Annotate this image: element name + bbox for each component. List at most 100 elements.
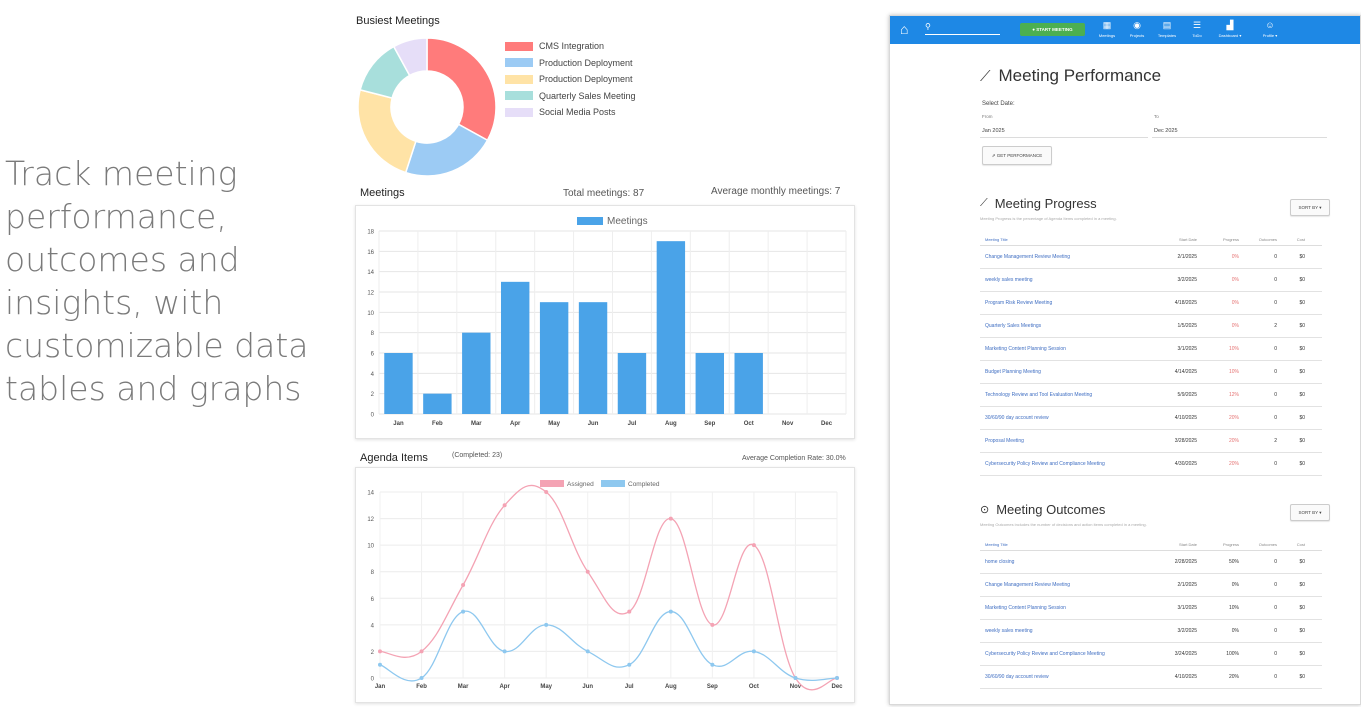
meeting-title-link[interactable]: 30/60/90 day account review (985, 674, 1049, 680)
data-point (419, 649, 424, 654)
legend-item[interactable]: Social Media Posts (505, 104, 636, 121)
meeting-title-link[interactable]: Technology Review and Tool Evaluation Me… (985, 392, 1093, 398)
table-row[interactable]: weekly sales meeting 3/2/2025 0% 0 $0 (980, 269, 1322, 292)
table-cell: 3/1/2025 (1177, 346, 1197, 352)
table-cell: 20% (1228, 674, 1239, 680)
column-header[interactable]: Meeting Title (985, 541, 1008, 547)
globe-icon: ◉ (1133, 20, 1141, 30)
x-tick-label: Jan (375, 684, 386, 690)
column-header[interactable]: Cost (1296, 541, 1305, 547)
get-performance-label: GET PERFORMANCE (996, 153, 1043, 158)
home-icon[interactable]: ⌂ (900, 21, 909, 37)
meeting-title-link[interactable]: Quarterly Sales Meetings (985, 323, 1042, 329)
column-header[interactable]: Start Date (1178, 236, 1197, 242)
meeting-outcomes-title: Meeting Outcomes (996, 502, 1106, 517)
meeting-title-link[interactable]: Change Management Review Meeting (985, 254, 1071, 260)
table-cell: 0% (1231, 277, 1239, 283)
table-cell: 3/2/2025 (1177, 628, 1197, 634)
meeting-title-link[interactable]: weekly sales meeting (985, 628, 1033, 634)
table-row[interactable]: Cybersecurity Policy Review and Complian… (980, 453, 1322, 476)
y-tick-label: 18 (367, 230, 374, 236)
meeting-title-link[interactable]: Marketing Content Planning Session (985, 346, 1066, 352)
table-cell: 0% (1231, 300, 1239, 306)
table-row[interactable]: Budget Planning Meeting 4/14/2025 10% 0 $0 (980, 361, 1322, 384)
column-header[interactable]: Progress (1222, 541, 1239, 547)
bar (539, 302, 569, 414)
legend-swatch (505, 41, 533, 51)
nav-label: Dashboard ▾ (1218, 33, 1242, 38)
table-cell: 0% (1231, 582, 1239, 588)
legend-item[interactable]: Quarterly Sales Meeting (505, 88, 636, 105)
table-cell: $0 (1299, 582, 1305, 588)
data-point (461, 609, 466, 614)
start-meeting-button[interactable]: ● START MEETING (1020, 23, 1085, 36)
page-title: ⟋ Meeting Performance (980, 66, 1161, 86)
search-input[interactable]: ⚲ (925, 22, 1000, 35)
table-row[interactable]: 30/60/90 day account review 4/10/2025 20% 0… (980, 666, 1322, 689)
meeting-title-link[interactable]: home closing (985, 559, 1015, 565)
data-point (835, 676, 839, 680)
table-cell: 10% (1228, 346, 1239, 352)
nav-profile[interactable]: ☺ Profile ▾ (1256, 20, 1284, 38)
column-header[interactable]: Outcomes (1258, 236, 1277, 242)
legend-swatch (505, 58, 533, 68)
data-point (544, 622, 549, 627)
meeting-title-link[interactable]: 30/60/90 day account review (985, 415, 1049, 421)
legend-label: Quarterly Sales Meeting (539, 90, 636, 101)
to-date-field[interactable]: Dec 2025 (1154, 128, 1178, 134)
get-performance-button[interactable]: ⇗ GET PERFORMANCE (982, 146, 1052, 165)
x-tick-label: Feb (432, 421, 443, 427)
table-row[interactable]: Program Risk Review Meeting 4/18/2025 0% 0 $… (980, 292, 1322, 315)
search-icon: ⚲ (925, 22, 931, 31)
outcomes-sort-button[interactable]: SORT BY ▾ (1290, 504, 1330, 521)
column-header[interactable]: Meeting Title (985, 236, 1008, 242)
meeting-title-link[interactable]: Change Management Review Meeting (985, 582, 1071, 588)
tagline-line: outcomes and (5, 240, 240, 279)
column-header[interactable]: Outcomes (1258, 541, 1277, 547)
table-cell: 50% (1228, 559, 1239, 565)
table-row[interactable]: home closing 2/28/2025 50% 0 $0 (980, 551, 1322, 574)
from-underline (980, 137, 1148, 138)
nav-meetings[interactable]: ▦ Meetings (1093, 20, 1121, 38)
x-tick-label: Aug (665, 421, 677, 427)
meeting-outcomes-table: Meeting Title Start Date Progress Outcomes C… (980, 538, 1322, 689)
table-row[interactable]: Change Management Review Meeting 2/1/2025… (980, 574, 1322, 597)
table-row[interactable]: Marketing Content Planning Session 3/1/20… (980, 338, 1322, 361)
table-cell: $0 (1299, 605, 1305, 611)
meeting-title-link[interactable]: Marketing Content Planning Session (985, 605, 1066, 611)
meeting-title-link[interactable]: Proposal Meeting (985, 438, 1024, 444)
meeting-title-link[interactable]: Budget Planning Meeting (985, 369, 1041, 375)
data-point (378, 662, 382, 667)
column-header[interactable]: Start Date (1178, 541, 1197, 547)
column-header[interactable]: Progress (1222, 236, 1239, 242)
from-date-field[interactable]: Jan 2025 (982, 128, 1005, 134)
legend-item[interactable]: Production Deployment (505, 55, 636, 72)
legend-item[interactable]: CMS Integration (505, 38, 636, 55)
y-tick-label: 8 (371, 331, 375, 337)
column-header[interactable]: Cost (1296, 236, 1305, 242)
table-cell: 5/9/2025 (1177, 392, 1197, 398)
table-row[interactable]: Quarterly Sales Meetings 1/5/2025 0% 2 $0 (980, 315, 1322, 338)
table-row[interactable]: Technology Review and Tool Evaluation Me… (980, 384, 1322, 407)
legend-item[interactable]: Production Deployment (505, 71, 636, 88)
table-row[interactable]: Marketing Content Planning Session 3/1/20… (980, 597, 1322, 620)
meeting-title-link[interactable]: Cybersecurity Policy Review and Complian… (985, 461, 1105, 467)
bar-chart-icon: ▟ (1226, 20, 1234, 30)
meeting-title-link[interactable]: Cybersecurity Policy Review and Complian… (985, 651, 1105, 657)
bar (656, 241, 686, 414)
x-tick-label: Apr (499, 684, 510, 690)
table-row[interactable]: Cybersecurity Policy Review and Complian… (980, 643, 1322, 666)
meeting-title-link[interactable]: Program Risk Review Meeting (985, 300, 1053, 306)
table-row[interactable]: weekly sales meeting 3/2/2025 0% 0 $0 (980, 620, 1322, 643)
progress-sort-button[interactable]: SORT BY ▾ (1290, 199, 1330, 216)
table-row[interactable]: Proposal Meeting 3/28/2025 20% 2 $0 (980, 430, 1322, 453)
meeting-title-link[interactable]: weekly sales meeting (985, 277, 1033, 283)
table-row[interactable]: 30/60/90 day account review 4/10/2025 20% 0… (980, 407, 1322, 430)
nav-projects[interactable]: ◉ Projects (1123, 20, 1151, 38)
meeting-progress-heading: ⟋ Meeting Progress (980, 196, 1097, 211)
nav-dashboard[interactable]: ▟ Dashboard ▾ (1213, 20, 1247, 38)
table-row[interactable]: Change Management Review Meeting 2/1/2025… (980, 246, 1322, 269)
data-point (627, 609, 632, 614)
nav-todo[interactable]: ☰ ToDo (1183, 20, 1211, 38)
nav-templates[interactable]: ▤ Templates (1153, 20, 1181, 38)
